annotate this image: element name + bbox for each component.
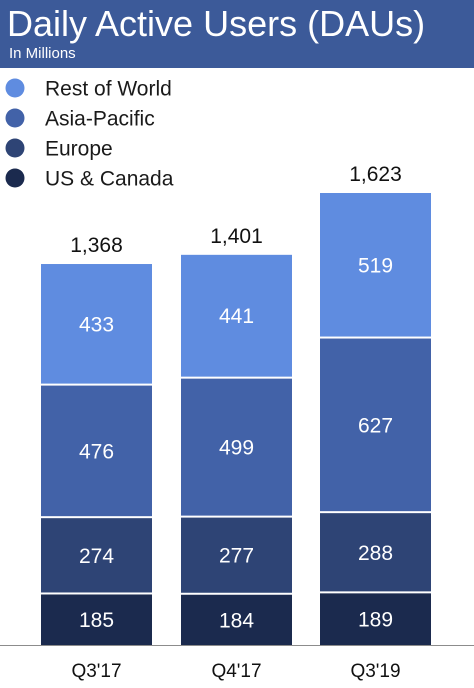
bar-segment-rest-of-world (41, 264, 152, 384)
x-tick-label: Q3'17 (71, 661, 121, 682)
data-label-asia-pacific: 627 (358, 414, 393, 437)
x-tick-label: Q3'19 (350, 661, 400, 682)
legend-label-rest-of-world: Rest of World (45, 78, 172, 101)
data-label-europe: 274 (79, 545, 114, 568)
bar-segment-rest-of-world (320, 193, 431, 337)
data-label-asia-pacific: 476 (79, 440, 114, 463)
chart-subtitle: In Millions (9, 45, 76, 62)
bar-segment-us-canada (181, 594, 292, 645)
data-label-rest-of-world: 433 (79, 313, 114, 336)
data-label-asia-pacific: 499 (219, 437, 254, 460)
bar-segment-asia-pacific (41, 385, 152, 517)
legend-label-europe: Europe (45, 138, 113, 161)
bar-segment-us-canada (41, 594, 152, 645)
bar-segment-us-canada (320, 593, 431, 645)
data-label-us-canada: 185 (79, 609, 114, 632)
legend-marker-europe (5, 138, 25, 158)
data-label-europe: 277 (219, 545, 254, 568)
data-label-rest-of-world: 519 (358, 254, 393, 277)
total-label: 1,623 (349, 163, 402, 186)
data-label-us-canada: 184 (219, 609, 254, 632)
total-label: 1,368 (70, 234, 123, 257)
bar-segment-asia-pacific (181, 378, 292, 516)
legend-marker-rest-of-world (5, 78, 25, 98)
x-tick-label: Q4'17 (211, 661, 261, 682)
legend-label-us-canada: US & Canada (45, 168, 174, 191)
bar-segment-europe (41, 518, 152, 593)
bar-segment-europe (320, 513, 431, 592)
bar-segment-rest-of-world (181, 254, 292, 377)
legend-marker-asia-pacific (5, 108, 25, 128)
header-banner: Daily Active Users (DAUs) In Millions (0, 0, 474, 68)
legend-label-asia-pacific: Asia-Pacific (45, 108, 155, 131)
data-label-rest-of-world: 441 (219, 305, 254, 328)
legend-marker-us-canada (5, 168, 25, 188)
total-label: 1,401 (210, 225, 263, 248)
bar-segment-asia-pacific (320, 338, 431, 512)
data-label-europe: 288 (358, 542, 393, 565)
data-label-us-canada: 189 (358, 609, 393, 632)
bar-segment-europe (181, 517, 292, 593)
chart-title: Daily Active Users (DAUs) (7, 3, 426, 44)
